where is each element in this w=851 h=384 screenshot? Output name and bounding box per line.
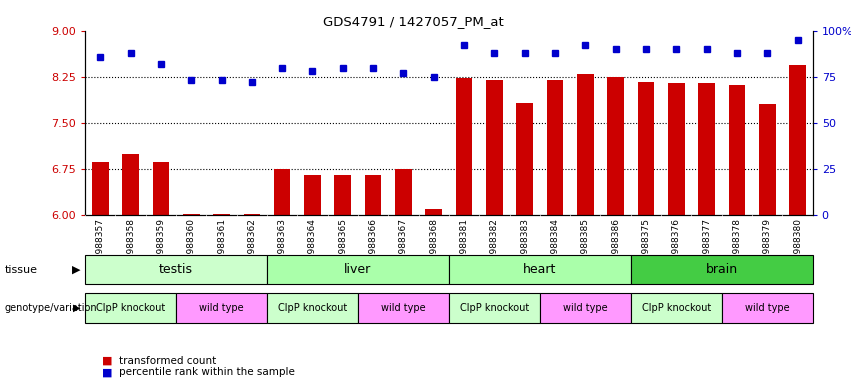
Text: GSM988360: GSM988360 <box>186 218 196 273</box>
Text: GSM988361: GSM988361 <box>217 218 226 273</box>
Text: wild type: wild type <box>563 303 608 313</box>
FancyBboxPatch shape <box>631 293 722 323</box>
Text: ■: ■ <box>102 356 112 366</box>
Text: heart: heart <box>523 263 557 276</box>
Bar <box>274 169 290 215</box>
Bar <box>486 80 503 215</box>
Text: testis: testis <box>159 263 193 276</box>
Text: GSM988363: GSM988363 <box>277 218 287 273</box>
Text: percentile rank within the sample: percentile rank within the sample <box>119 367 295 377</box>
Text: ClpP knockout: ClpP knockout <box>460 303 529 313</box>
Text: ClpP knockout: ClpP knockout <box>642 303 711 313</box>
Text: GSM988367: GSM988367 <box>399 218 408 273</box>
Text: GSM988380: GSM988380 <box>793 218 802 273</box>
FancyBboxPatch shape <box>449 255 631 285</box>
Bar <box>456 78 472 215</box>
Bar <box>577 74 594 215</box>
Text: ClpP knockout: ClpP knockout <box>278 303 347 313</box>
Text: GSM988381: GSM988381 <box>460 218 469 273</box>
Bar <box>92 162 109 215</box>
Bar <box>395 169 412 215</box>
Bar <box>699 83 715 215</box>
FancyBboxPatch shape <box>267 255 449 285</box>
Bar <box>789 65 806 215</box>
Bar <box>668 83 684 215</box>
Text: ClpP knockout: ClpP knockout <box>96 303 165 313</box>
Text: GDS4791 / 1427057_PM_at: GDS4791 / 1427057_PM_at <box>323 15 504 28</box>
Text: wild type: wild type <box>745 303 790 313</box>
Bar <box>334 175 351 215</box>
Text: GSM988377: GSM988377 <box>702 218 711 273</box>
Text: GSM988375: GSM988375 <box>642 218 650 273</box>
Text: ▶: ▶ <box>73 303 81 313</box>
Text: GSM988366: GSM988366 <box>368 218 378 273</box>
Text: GSM988386: GSM988386 <box>611 218 620 273</box>
Text: GSM988368: GSM988368 <box>429 218 438 273</box>
Bar <box>183 214 199 215</box>
Text: tissue: tissue <box>4 265 37 275</box>
Bar <box>152 162 169 215</box>
Text: GSM988383: GSM988383 <box>520 218 529 273</box>
Text: ■: ■ <box>102 367 112 377</box>
Text: GSM988365: GSM988365 <box>339 218 347 273</box>
Text: GSM988359: GSM988359 <box>157 218 165 273</box>
Text: wild type: wild type <box>381 303 426 313</box>
FancyBboxPatch shape <box>176 293 267 323</box>
Bar <box>304 175 321 215</box>
FancyBboxPatch shape <box>358 293 449 323</box>
FancyBboxPatch shape <box>631 255 813 285</box>
Bar <box>243 214 260 215</box>
FancyBboxPatch shape <box>540 293 631 323</box>
Bar <box>637 82 654 215</box>
FancyBboxPatch shape <box>85 293 176 323</box>
Bar <box>546 80 563 215</box>
Bar <box>759 104 775 215</box>
Bar <box>517 103 533 215</box>
FancyBboxPatch shape <box>85 255 267 285</box>
Text: genotype/variation: genotype/variation <box>4 303 97 313</box>
Text: GSM988378: GSM988378 <box>733 218 741 273</box>
Text: liver: liver <box>345 263 372 276</box>
Text: wild type: wild type <box>199 303 244 313</box>
FancyBboxPatch shape <box>267 293 358 323</box>
Text: GSM988384: GSM988384 <box>551 218 559 273</box>
FancyBboxPatch shape <box>449 293 540 323</box>
Text: GSM988358: GSM988358 <box>126 218 135 273</box>
Text: GSM988357: GSM988357 <box>96 218 105 273</box>
Text: GSM988376: GSM988376 <box>671 218 681 273</box>
Text: GSM988362: GSM988362 <box>248 218 256 273</box>
Text: GSM988379: GSM988379 <box>762 218 772 273</box>
Text: brain: brain <box>705 263 738 276</box>
Text: GSM988364: GSM988364 <box>308 218 317 273</box>
Text: GSM988385: GSM988385 <box>581 218 590 273</box>
Text: GSM988382: GSM988382 <box>490 218 499 273</box>
Bar <box>728 85 745 215</box>
Bar <box>214 214 230 215</box>
Text: transformed count: transformed count <box>119 356 216 366</box>
Bar <box>426 209 442 215</box>
Bar <box>123 154 139 215</box>
Bar <box>608 77 624 215</box>
FancyBboxPatch shape <box>722 293 813 323</box>
Text: ▶: ▶ <box>72 265 81 275</box>
Bar <box>365 175 381 215</box>
